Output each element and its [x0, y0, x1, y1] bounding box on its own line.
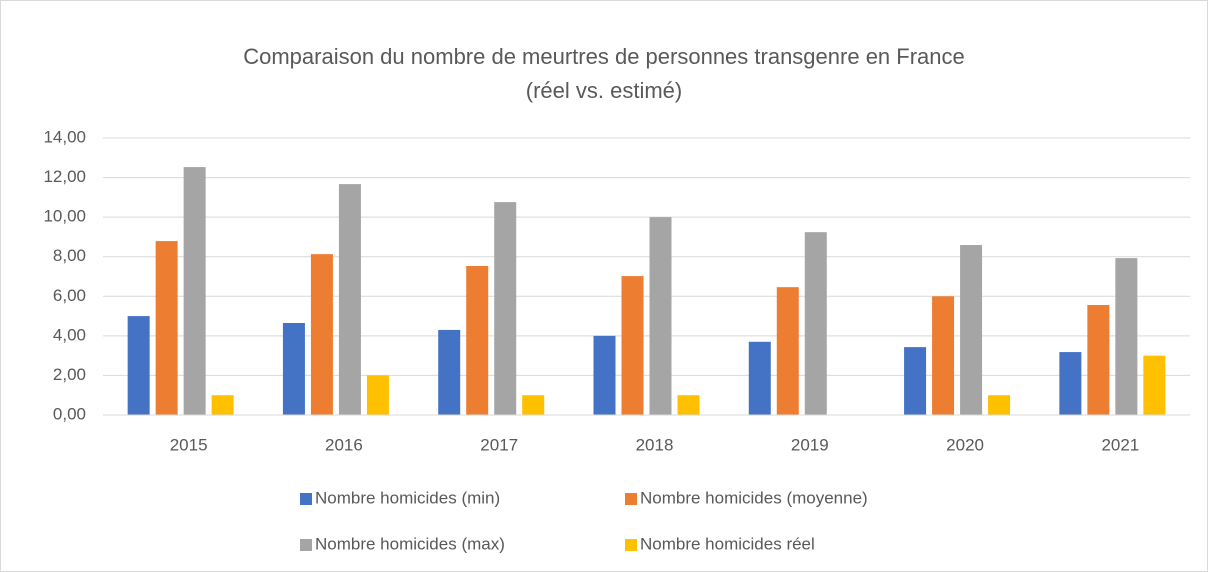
x-tick-label: 2015 — [170, 435, 208, 454]
legend-swatch — [625, 539, 637, 551]
legend-swatch — [300, 493, 312, 505]
chart-title: Comparaison du nombre de meurtres de per… — [243, 44, 965, 69]
legend-label: Nombre homicides (moyenne) — [640, 488, 868, 507]
bar — [932, 296, 955, 415]
legend-swatch — [300, 539, 312, 551]
x-tick-label: 2019 — [791, 435, 829, 454]
bar — [127, 316, 150, 415]
bar — [1059, 352, 1082, 415]
y-tick-label: 4,00 — [53, 325, 86, 344]
bar — [438, 329, 461, 415]
bar — [677, 395, 700, 415]
y-tick-label: 6,00 — [53, 286, 86, 305]
legend-label: Nombre homicides réel — [640, 534, 815, 553]
bar — [310, 254, 333, 415]
y-tick-label: 2,00 — [53, 365, 86, 384]
bar — [211, 395, 234, 415]
bar — [466, 266, 489, 415]
bar — [522, 395, 545, 415]
bar — [338, 184, 361, 415]
y-tick-label: 0,00 — [53, 404, 86, 423]
bar — [904, 347, 927, 415]
x-tick-label: 2020 — [946, 435, 984, 454]
legend-label: Nombre homicides (min) — [315, 488, 500, 507]
bar — [282, 322, 305, 415]
bar — [776, 287, 799, 415]
bar — [1115, 258, 1138, 415]
bar — [494, 202, 517, 415]
bar — [183, 167, 206, 415]
bar — [960, 245, 983, 415]
legend-swatch — [625, 493, 637, 505]
x-tick-label: 2017 — [480, 435, 518, 454]
x-tick-label: 2016 — [325, 435, 363, 454]
y-tick-label: 10,00 — [43, 207, 86, 226]
legend-label: Nombre homicides (max) — [315, 534, 505, 553]
bar — [155, 241, 178, 415]
bar — [621, 276, 644, 415]
bar — [366, 375, 389, 415]
bar — [649, 217, 672, 415]
y-tick-label: 14,00 — [43, 127, 86, 146]
bar — [988, 395, 1011, 415]
bar — [1143, 355, 1166, 415]
bar — [748, 341, 771, 415]
chart-title: (réel vs. estimé) — [526, 78, 682, 103]
y-tick-label: 8,00 — [53, 246, 86, 265]
bar — [593, 335, 616, 415]
y-tick-label: 12,00 — [43, 167, 86, 186]
bar — [1087, 304, 1110, 415]
bar — [804, 232, 827, 415]
x-tick-label: 2021 — [1101, 435, 1139, 454]
x-tick-label: 2018 — [636, 435, 674, 454]
